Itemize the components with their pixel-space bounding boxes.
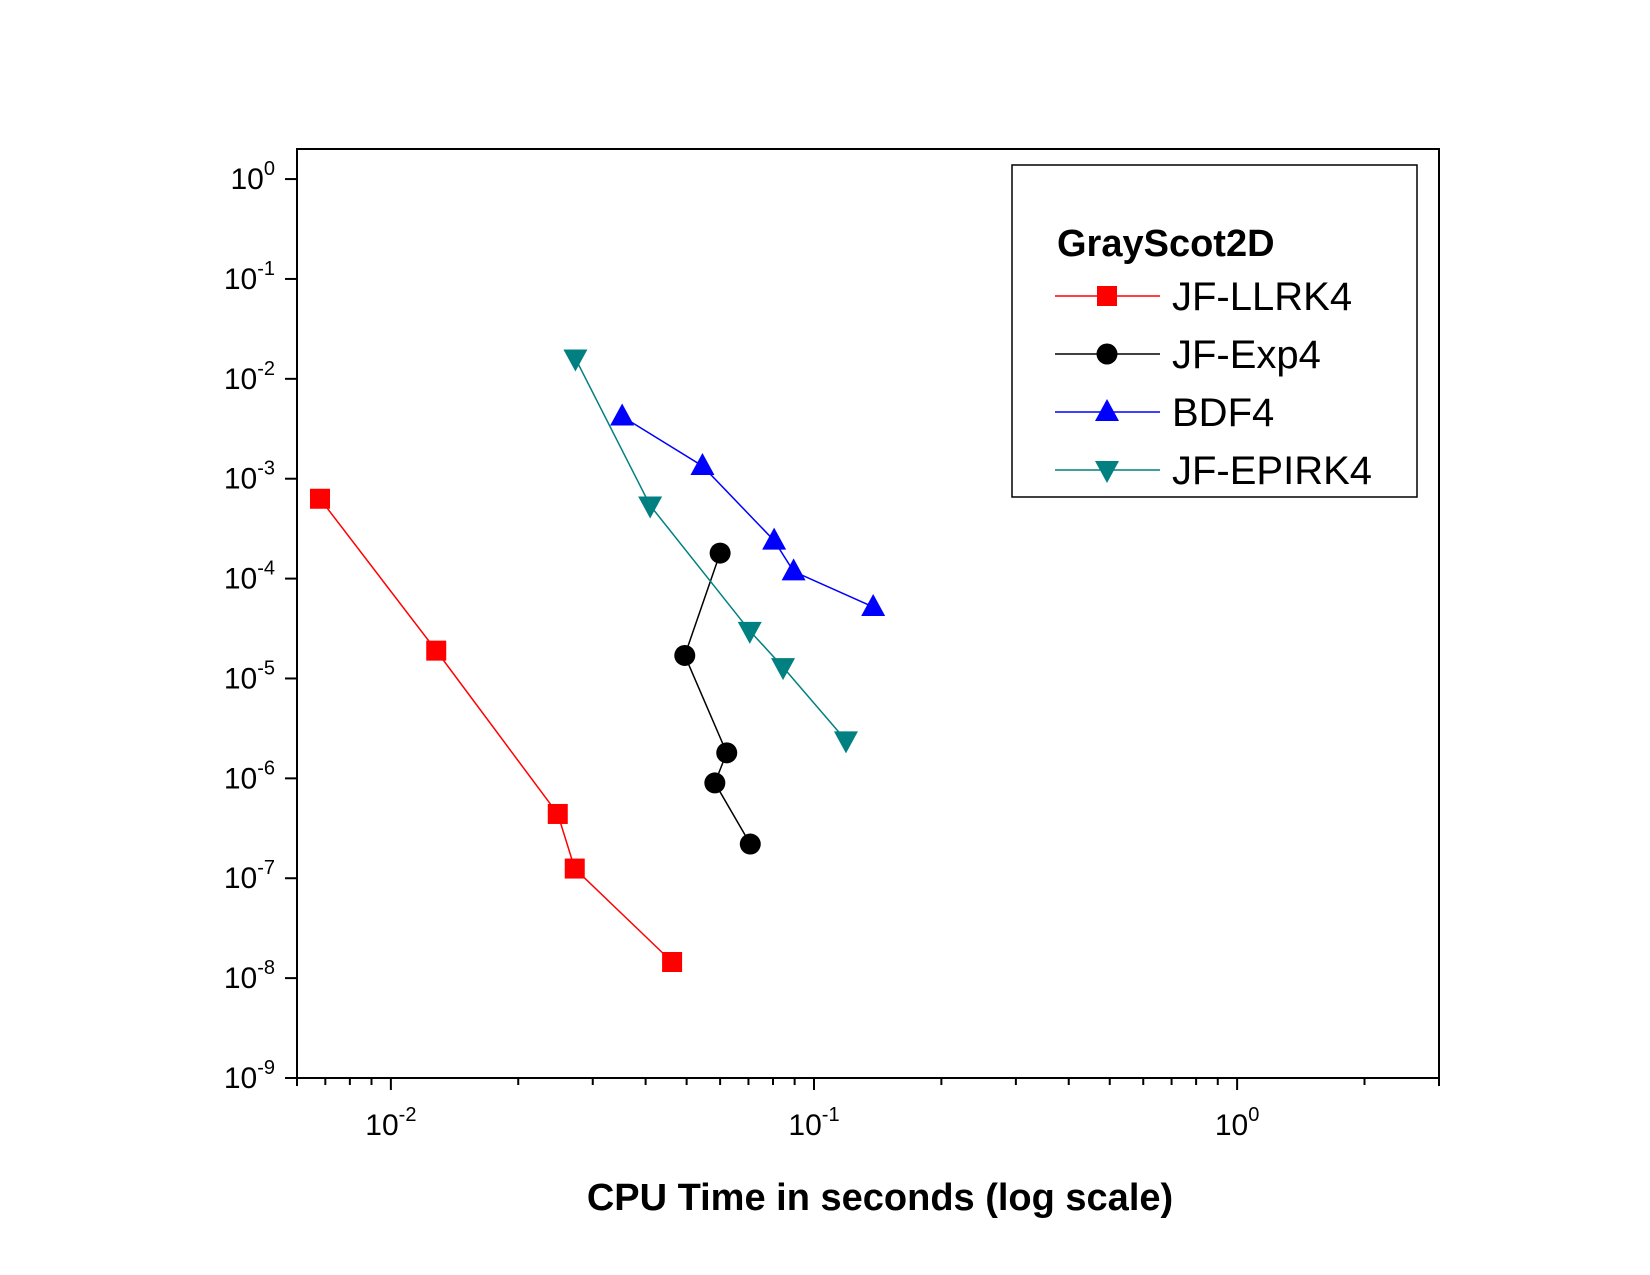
series-bdf4 bbox=[610, 403, 886, 616]
legend-label: JF-EPIRK4 bbox=[1172, 449, 1372, 493]
data-point-jf-exp4 bbox=[739, 833, 761, 855]
x-tick-label: 10-2 bbox=[365, 1104, 416, 1142]
data-point-jf-llrk4 bbox=[564, 858, 585, 879]
data-point-bdf4 bbox=[610, 403, 635, 426]
data-point-jf-llrk4 bbox=[662, 952, 683, 973]
legend-label: JF-Exp4 bbox=[1172, 333, 1321, 377]
legend-title: GrayScot2D bbox=[1057, 223, 1275, 265]
legend-item-jf-epirk4: JF-EPIRK4 bbox=[1055, 449, 1372, 493]
data-point-jf-exp4 bbox=[709, 542, 731, 564]
y-tick-label: 10-4 bbox=[224, 558, 275, 596]
data-point-jf-llrk4 bbox=[547, 803, 568, 824]
data-point-jf-epirk4 bbox=[638, 496, 663, 519]
series-line-jf-llrk4 bbox=[319, 498, 673, 963]
data-point-jf-epirk4 bbox=[563, 349, 588, 372]
legend-label: BDF4 bbox=[1172, 391, 1274, 435]
series-jf-llrk4 bbox=[310, 488, 683, 973]
plot-frame bbox=[296, 148, 1440, 1079]
data-point-bdf4 bbox=[781, 558, 806, 581]
legend-marker bbox=[1096, 343, 1118, 365]
data-point-jf-exp4 bbox=[704, 772, 726, 794]
legend-item-jf-exp4: JF-Exp4 bbox=[1055, 333, 1321, 377]
data-point-bdf4 bbox=[762, 527, 787, 550]
legend-item-jf-llrk4: JF-LLRK4 bbox=[1055, 275, 1352, 319]
y-tick-label: 10-1 bbox=[224, 258, 275, 296]
legend-box bbox=[1011, 164, 1418, 498]
legend-marker bbox=[1097, 286, 1117, 306]
y-tick-label: 100 bbox=[231, 158, 276, 196]
legend-items: JF-LLRK4 JF-Exp4 BDF4 JF-EPIRK4 bbox=[1055, 275, 1372, 493]
y-tick-label: 10-6 bbox=[224, 757, 275, 795]
data-point-jf-epirk4 bbox=[771, 658, 796, 681]
series-jf-epirk4 bbox=[563, 349, 858, 754]
data-point-jf-exp4 bbox=[716, 742, 738, 764]
legend-marker bbox=[1095, 399, 1119, 421]
series-layer bbox=[310, 349, 886, 973]
series-jf-exp4 bbox=[674, 542, 761, 855]
series-line-bdf4 bbox=[621, 415, 874, 608]
legend-label: JF-LLRK4 bbox=[1172, 275, 1352, 319]
y-tick-label: 10-7 bbox=[224, 857, 275, 895]
axis-ticks: 10-2 10-1 100 100 10-1 10-2 10-3 10-4 10-5 10-6 10… bbox=[224, 158, 1440, 1142]
legend-marker bbox=[1095, 461, 1119, 483]
legend: GrayScot2D JF-LLRK4 JF-Exp4 BDF4 JF-EPIRK4 bbox=[1011, 164, 1418, 498]
y-tick-label: 10-3 bbox=[224, 458, 275, 496]
x-axis-title: CPU Time in seconds (log scale) bbox=[587, 1177, 1173, 1219]
y-tick-label: 10-9 bbox=[224, 1057, 275, 1095]
data-point-jf-epirk4 bbox=[833, 731, 858, 754]
y-tick-label: 10-8 bbox=[224, 957, 275, 995]
x-tick-label: 10-1 bbox=[788, 1104, 839, 1142]
x-tick-label: 100 bbox=[1215, 1104, 1260, 1142]
data-point-jf-exp4 bbox=[674, 644, 696, 666]
y-tick-label: 10-2 bbox=[224, 358, 275, 396]
data-point-bdf4 bbox=[861, 593, 886, 616]
data-point-jf-epirk4 bbox=[737, 621, 762, 644]
data-point-jf-llrk4 bbox=[310, 488, 331, 509]
data-point-bdf4 bbox=[690, 453, 715, 476]
legend-item-bdf4: BDF4 bbox=[1055, 391, 1274, 435]
y-tick-label: 10-5 bbox=[224, 657, 275, 695]
data-point-jf-llrk4 bbox=[426, 640, 447, 661]
series-line-jf-exp4 bbox=[683, 552, 751, 845]
